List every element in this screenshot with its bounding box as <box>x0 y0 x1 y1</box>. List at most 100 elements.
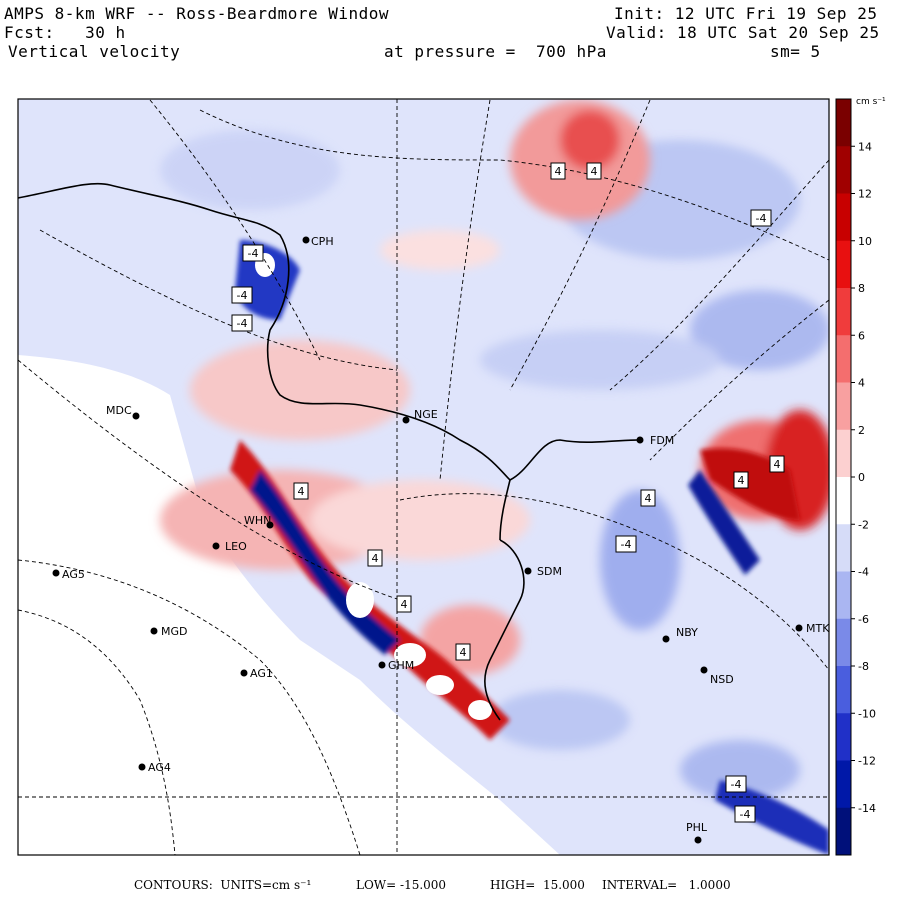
colorbar-tick-label: 2 <box>858 424 865 437</box>
colorbar-swatch <box>836 99 851 147</box>
contour-label: 4 <box>455 643 471 661</box>
map-title: AMPS 8-km WRF -- Ross-Beardmore Window <box>4 4 390 23</box>
svg-text:4: 4 <box>460 646 467 659</box>
colorbar-swatch <box>836 335 851 383</box>
svg-text:4: 4 <box>591 165 598 178</box>
station-phl[interactable]: PHL <box>686 821 708 844</box>
colorbar: cm s⁻¹ 14 12 10 8 6 4 2 0 -2 -4 -6 -8 -10 -12 -14 <box>835 97 886 856</box>
contour-high: HIGH= 15.000 <box>490 878 585 892</box>
colorbar-swatch <box>836 477 851 525</box>
svg-text:4: 4 <box>555 165 562 178</box>
svg-text:AG1: AG1 <box>250 667 273 680</box>
station-nby[interactable]: NBY <box>662 626 699 643</box>
svg-text:MTK: MTK <box>806 622 830 635</box>
contour-label: -4 <box>750 209 772 227</box>
station-ag5[interactable]: AG5 <box>52 568 85 581</box>
station-cph[interactable]: CPH <box>302 235 334 248</box>
contour-label: 4 <box>769 455 785 473</box>
colorbar-tick-label: 0 <box>858 471 865 484</box>
contour-label: 4 <box>550 162 566 180</box>
colorbar-swatch <box>836 666 851 714</box>
forecast-hour: Fcst: 30 h <box>4 23 126 42</box>
colorbar-tick-label: -10 <box>858 707 876 720</box>
colorbar-tick-label: -4 <box>858 566 869 579</box>
svg-text:-4: -4 <box>621 538 632 551</box>
colorbar-tick-label: 6 <box>858 329 865 342</box>
colorbar-units: cm s⁻¹ <box>856 97 886 107</box>
colorbar-tick-label: -8 <box>858 660 869 673</box>
svg-text:GHM: GHM <box>388 659 414 672</box>
station-sdm[interactable]: SDM <box>524 565 562 578</box>
coastline <box>18 182 641 481</box>
init-time: Init: 12 UTC Fri 19 Sep 25 <box>614 4 878 23</box>
station-ag1[interactable]: AG1 <box>240 667 273 680</box>
colorbar-swatch <box>836 571 851 620</box>
svg-text:4: 4 <box>298 485 305 498</box>
contour-info: CONTOURS: UNITS=cm s⁻¹ LOW= -15.000 HIGH… <box>0 876 900 896</box>
colorbar-tick-label: 8 <box>858 282 865 295</box>
station-ghm[interactable]: GHM <box>378 659 415 672</box>
colorbar-swatch <box>836 240 851 289</box>
svg-text:4: 4 <box>774 458 781 471</box>
station-whn[interactable]: WHN <box>244 514 274 529</box>
map-field: 4 4 -4 -4 -4 4 4 -4 4 4 4 4 -4 4 -4 -4 C… <box>18 99 831 855</box>
station-mtk[interactable]: MTK <box>795 622 831 635</box>
contour-label: 4 <box>293 482 309 500</box>
svg-text:LEO: LEO <box>225 540 247 553</box>
contour-label: -4 <box>725 775 747 793</box>
colorbar-swatch <box>836 760 851 809</box>
svg-text:MDC: MDC <box>106 404 132 417</box>
colorbar-swatch <box>836 618 851 667</box>
station-fdm[interactable]: FDM <box>636 434 675 447</box>
contour-labels: 4 4 -4 -4 -4 4 4 -4 4 4 4 4 -4 4 -4 -4 <box>231 162 785 823</box>
contour-label: 4 <box>396 595 412 613</box>
colorbar-swatch <box>836 288 851 336</box>
svg-text:MGD: MGD <box>161 625 188 638</box>
svg-text:AG4: AG4 <box>148 761 171 774</box>
contour-label: 4 <box>640 489 656 507</box>
map-frame <box>17 98 830 856</box>
svg-text:-4: -4 <box>237 317 248 330</box>
svg-text:4: 4 <box>401 598 408 611</box>
svg-text:-4: -4 <box>731 778 742 791</box>
contour-label: -4 <box>734 805 756 823</box>
colorbar-swatch <box>836 807 851 856</box>
contour-label: -4 <box>615 535 637 553</box>
colorbar-tick-label: 12 <box>858 188 872 201</box>
colorbar-swatch <box>836 429 851 478</box>
svg-text:-4: -4 <box>756 212 767 225</box>
svg-text:NSD: NSD <box>710 673 734 686</box>
colorbar-tick-label: -14 <box>858 802 876 815</box>
stations: CPH MDC NGE FDM LEO AG5 MGD AG1 AG4 SDM … <box>52 235 831 844</box>
svg-text:FDM: FDM <box>650 434 674 447</box>
station-mdc[interactable]: MDC <box>106 404 140 420</box>
svg-text:NBY: NBY <box>676 626 698 639</box>
contour-label: -4 <box>231 314 253 332</box>
colorbar-swatch <box>836 524 851 572</box>
contour-label: 4 <box>586 162 602 180</box>
station-nsd[interactable]: NSD <box>700 666 734 687</box>
svg-text:NGE: NGE <box>414 408 438 421</box>
svg-text:4: 4 <box>645 492 652 505</box>
station-leo[interactable]: LEO <box>212 540 248 553</box>
svg-text:CPH: CPH <box>311 235 334 248</box>
smoothing: sm= 5 <box>770 42 821 61</box>
svg-text:4: 4 <box>738 474 745 487</box>
contour-label: -4 <box>242 244 264 262</box>
station-ag4[interactable]: AG4 <box>138 761 171 774</box>
station-mgd[interactable]: MGD <box>150 625 188 638</box>
contour-interval: INTERVAL= 1.0000 <box>602 878 731 892</box>
colorbar-swatch <box>836 146 851 194</box>
svg-text:WHN: WHN <box>244 514 271 527</box>
svg-text:AG5: AG5 <box>62 568 85 581</box>
colorbar-tick-label: 10 <box>858 235 872 248</box>
svg-text:4: 4 <box>372 552 379 565</box>
svg-text:PHL: PHL <box>686 821 708 834</box>
contour-units: CONTOURS: UNITS=cm s⁻¹ <box>134 878 312 892</box>
colorbar-tick-label: 14 <box>858 140 872 153</box>
station-nge[interactable]: NGE <box>402 408 438 424</box>
contour-label: 4 <box>733 471 749 489</box>
valid-time: Valid: 18 UTC Sat 20 Sep 25 <box>606 23 880 42</box>
colorbar-tick-label: 4 <box>858 377 865 390</box>
